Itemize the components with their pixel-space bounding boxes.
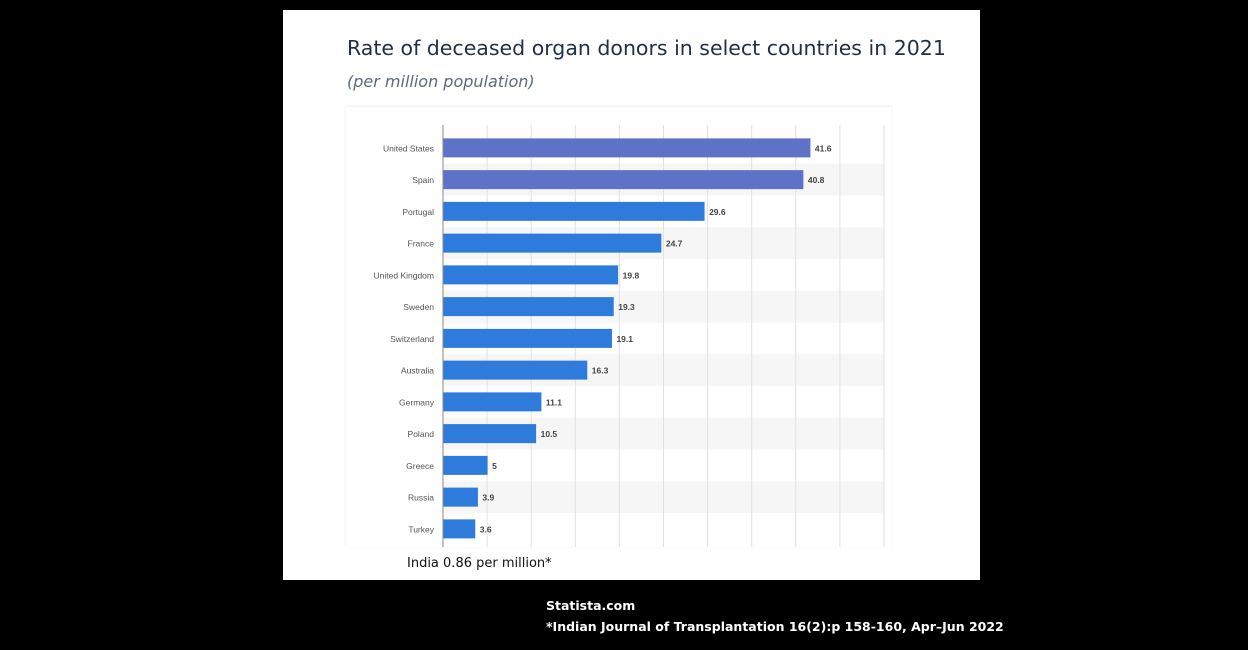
bar xyxy=(443,424,537,444)
category-label: Switzerland xyxy=(390,334,434,344)
category-label: Germany xyxy=(399,397,435,407)
category-label: United States xyxy=(383,143,434,153)
value-label: 16.3 xyxy=(592,366,609,376)
category-label: Sweden xyxy=(403,302,434,312)
bar xyxy=(443,265,619,285)
bar xyxy=(443,519,476,539)
bar xyxy=(443,297,614,317)
value-label: 24.7 xyxy=(666,239,683,249)
category-label: Portugal xyxy=(402,207,434,217)
category-label: Turkey xyxy=(408,524,434,534)
bar-chart: United States 41.6 Spain 40.8 Portugal 29.6 Fr… xyxy=(374,125,885,547)
bar xyxy=(443,170,804,190)
value-label: 41.6 xyxy=(815,143,832,153)
india-footnote: India 0.86 per million* xyxy=(407,556,552,571)
bar xyxy=(443,138,811,158)
category-label: Greece xyxy=(406,461,434,471)
category-label: Australia xyxy=(401,366,434,376)
category-label: France xyxy=(408,239,435,249)
value-label: 40.8 xyxy=(808,175,825,185)
value-label: 3.9 xyxy=(482,493,494,503)
category-label: Spain xyxy=(412,175,434,185)
chart-title: Rate of deceased organ donors in select … xyxy=(347,36,946,60)
value-label: 5 xyxy=(492,461,497,471)
value-label: 10.5 xyxy=(541,429,558,439)
category-label: Russia xyxy=(408,493,434,503)
bar xyxy=(443,360,588,380)
value-label: 3.6 xyxy=(480,524,492,534)
value-label: 19.3 xyxy=(618,302,635,312)
source-site: Statista.com xyxy=(546,598,636,613)
source-citation: *Indian Journal of Transplantation 16(2)… xyxy=(546,619,1004,634)
source-box: Statista.com *Indian Journal of Transpla… xyxy=(538,595,1004,650)
bar xyxy=(443,392,542,412)
value-label: 29.6 xyxy=(709,207,726,217)
value-label: 19.1 xyxy=(616,334,633,344)
bar xyxy=(443,455,488,475)
chart-card: Rate of deceased organ donors in select … xyxy=(283,10,980,580)
category-label: United Kingdom xyxy=(374,270,434,280)
bar xyxy=(443,487,478,507)
value-label: 19.8 xyxy=(623,270,640,280)
chart-subtitle: (per million population) xyxy=(347,72,535,91)
bar xyxy=(443,201,705,221)
value-label: 11.1 xyxy=(546,397,562,407)
bar xyxy=(443,328,612,348)
category-label: Poland xyxy=(408,429,435,439)
plot-area: United States 41.6 Spain 40.8 Portugal 29.6 Fr… xyxy=(346,107,891,547)
bar xyxy=(443,233,662,253)
